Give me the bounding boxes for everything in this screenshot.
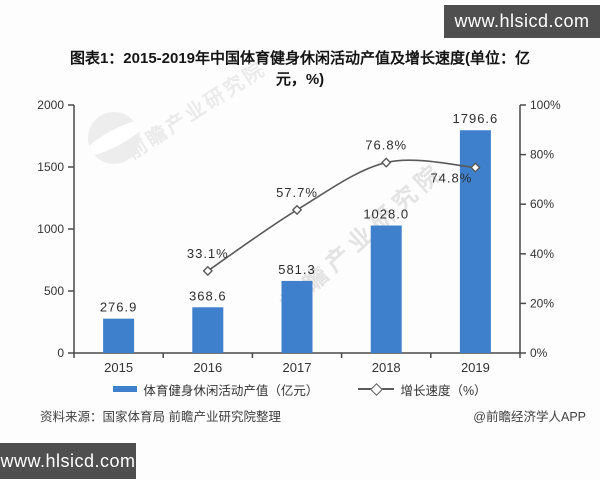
growth-value-label-2017: 57.7% [276,185,318,200]
watermark-url-top: www.hlsicd.com [444,5,600,38]
diamond-marker-icon [370,383,384,396]
bar-value-label-2015: 276.9 [100,300,138,315]
x-axis-label-2019: 2019 [461,360,490,375]
bar-2018 [370,225,402,353]
growth-marker-2016 [202,265,213,277]
y-axis-right-tick-label: 100% [530,98,561,112]
legend-label-output-value: 体育健身休闲活动产值（亿元） [143,383,319,398]
growth-line [207,159,476,272]
bar-2017 [281,280,313,353]
qianzhan-logo-watermark [88,112,140,164]
growth-marker-2019 [470,162,481,173]
watermark-url-bottom: www.hlsicd.com [0,443,136,479]
bar-value-label-2016: 368.6 [189,288,227,303]
x-axis-label-2015: 2015 [104,360,133,375]
x-axis-label-2016: 2016 [193,360,222,375]
legend-item-output-value: 体育健身休闲活动产值（亿元） [113,380,318,399]
legend: 体育健身休闲活动产值（亿元） 增长速度（%） [0,380,600,398]
growth-value-label-2019: 74.8% [430,170,472,185]
y-axis-left-tick-label: 2000 [37,98,64,112]
y-axis-left-tick-label: 1000 [37,222,64,236]
y-axis-right-tick-label: 60% [530,197,554,211]
y-axis-left-tick-label: 500 [44,284,64,298]
credit-note: @前瞻经济学人APP [473,410,586,424]
bar-value-label-2017: 581.3 [278,262,316,277]
growth-value-label-2018: 76.8% [365,138,407,153]
x-axis-label-2018: 2018 [372,360,401,375]
y-axis-right-tick-label: 20% [530,296,554,310]
bar-value-label-2018: 1028.0 [363,207,409,222]
bar-2016 [192,307,224,353]
bar-series-swatch [113,386,138,392]
chart-title: 图表1：2015-2019年中国体育健身休闲活动产值及增长速度(单位：亿元，%) [69,50,531,88]
growth-value-label-2016: 33.1% [187,246,229,261]
bar-value-label-2019: 1796.6 [453,111,499,126]
legend-item-growth-rate: 增长速度（%） [358,380,487,399]
growth-marker-2017 [291,204,303,216]
line-series-swatch [358,383,395,396]
legend-label-growth-rate: 增长速度（%） [400,383,487,398]
y-axis-left-tick-label: 0 [57,346,64,360]
y-axis-left-tick-label: 1500 [37,160,64,174]
y-axis-right-tick-label: 40% [530,247,554,261]
growth-marker-2018 [381,157,392,168]
y-axis-right-tick-label: 80% [530,148,554,162]
x-axis-label-2017: 2017 [283,360,312,375]
bar-2015 [103,318,135,353]
source-note: 资料来源：国家体育局 前瞻产业研究院整理 [40,410,281,424]
y-axis-right-tick-label: 0% [530,346,548,360]
